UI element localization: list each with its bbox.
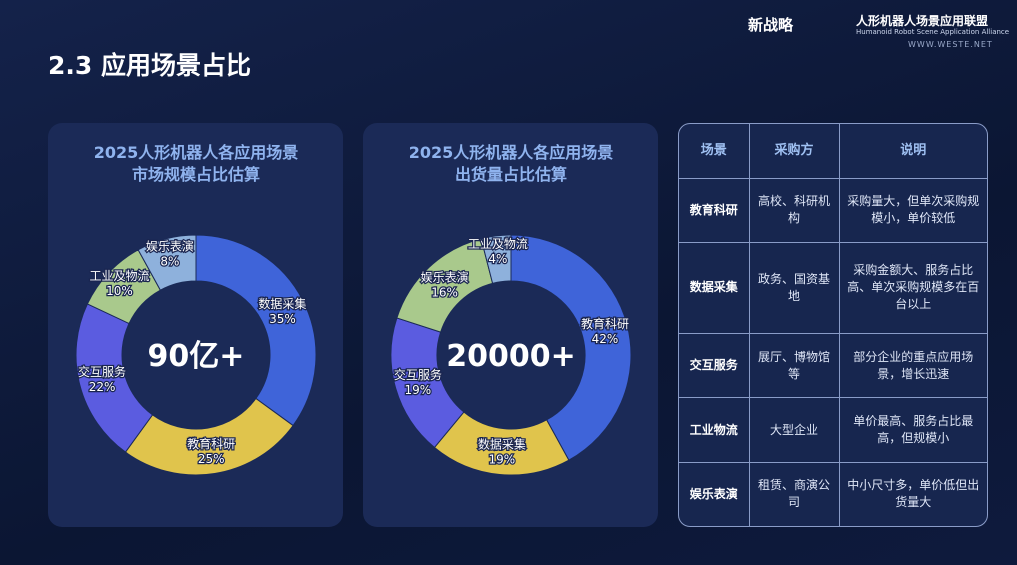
slice-label: 工业及物流 bbox=[468, 237, 528, 251]
table-cell: 租赁、商演公司 bbox=[748, 461, 840, 526]
table: 场景 采购方 说明 教育科研 高校、科研机构 采购量大，但单次采购规模小，单价较低 数据采集… bbox=[679, 124, 987, 526]
center-label: 90亿+ bbox=[148, 339, 245, 374]
table-cell: 中小尺寸多，单价低但出货量大 bbox=[838, 461, 987, 526]
table-cell: 采购金额大、服务占比高、单次采购规模多在百台以上 bbox=[838, 241, 987, 335]
alliance: 人形机器人场景应用联盟 bbox=[856, 14, 989, 28]
value-label: 16% bbox=[431, 285, 458, 299]
value-label: 25% bbox=[198, 452, 225, 466]
slice-label: 数据采集 bbox=[258, 296, 306, 311]
slice-label: 交互服务 bbox=[78, 364, 126, 379]
watermark: WWW.WESTE.NET bbox=[908, 40, 993, 49]
donut-slice bbox=[137, 234, 197, 291]
slice-label: 交互服务 bbox=[394, 367, 442, 382]
table-cell: 采购量大，但单次采购规模小，单价较低 bbox=[838, 177, 987, 243]
table-cell: 政务、国资基地 bbox=[748, 241, 840, 335]
donut-slice bbox=[510, 234, 632, 461]
page-title: 2.3 应用场景占比 bbox=[48, 51, 251, 80]
slice-label: 教育科研 bbox=[581, 316, 629, 331]
column-header: 采购方 bbox=[748, 124, 840, 179]
alliance-en: Humanoid Robot Scene Application Allianc… bbox=[856, 28, 1010, 36]
value-label: 8% bbox=[160, 254, 179, 268]
table-row: 娱乐表演 租赁、商演公司 中小尺寸多，单价低但出货量大 bbox=[679, 461, 987, 526]
value-label: 19% bbox=[405, 383, 432, 397]
table-cell: 部分企业的重点应用场景，增长迅速 bbox=[838, 333, 987, 399]
slice-label: 工业及物流 bbox=[89, 269, 149, 283]
donut-slice bbox=[480, 234, 512, 284]
table-cell: 高校、科研机构 bbox=[748, 177, 840, 243]
center-label: 20000+ bbox=[446, 339, 576, 374]
table-cell: 展厅、博物馆等 bbox=[748, 333, 840, 399]
table-cell: 大型企业 bbox=[748, 397, 840, 463]
slice-label: 教育科研 bbox=[187, 436, 235, 451]
chart-title: 2025人形机器人各应用场景市场规模占比估算 bbox=[93, 143, 299, 184]
slice-label: 数据采集 bbox=[478, 437, 526, 452]
slice-label: 娱乐表演 bbox=[146, 238, 194, 253]
table-cell: 单价最高、服务占比最高，但规模小 bbox=[838, 397, 987, 463]
table-row: 数据采集 政务、国资基地 采购金额大、服务占比高、单次采购规模多在百台以上 bbox=[679, 241, 987, 335]
table-row: 交互服务 展厅、博物馆等 部分企业的重点应用场景，增长迅速 bbox=[679, 333, 987, 399]
slice-label: 娱乐表演 bbox=[421, 269, 469, 284]
table-cell: 数据采集 bbox=[679, 241, 750, 335]
donut-slice bbox=[195, 234, 317, 427]
chart-title: 2025人形机器人各应用场景出货量占比估算 bbox=[408, 143, 614, 184]
value-label: 35% bbox=[269, 312, 296, 326]
table-row: 教育科研 高校、科研机构 采购量大，但单次采购规模小，单价较低 bbox=[679, 177, 987, 243]
value-label: 42% bbox=[592, 332, 619, 346]
table-row: 工业物流 大型企业 单价最高、服务占比最高，但规模小 bbox=[679, 397, 987, 463]
value-label: 22% bbox=[89, 380, 116, 394]
value-label: 4% bbox=[488, 252, 507, 266]
column-header: 说明 bbox=[838, 124, 987, 179]
brand: 新战略 bbox=[748, 16, 794, 34]
table-panel: 场景 采购方 说明 教育科研 高校、科研机构 采购量大，但单次采购规模小，单价较低 数据采集… bbox=[678, 123, 988, 527]
value-label: 10% bbox=[106, 284, 133, 298]
value-label: 19% bbox=[489, 453, 516, 467]
